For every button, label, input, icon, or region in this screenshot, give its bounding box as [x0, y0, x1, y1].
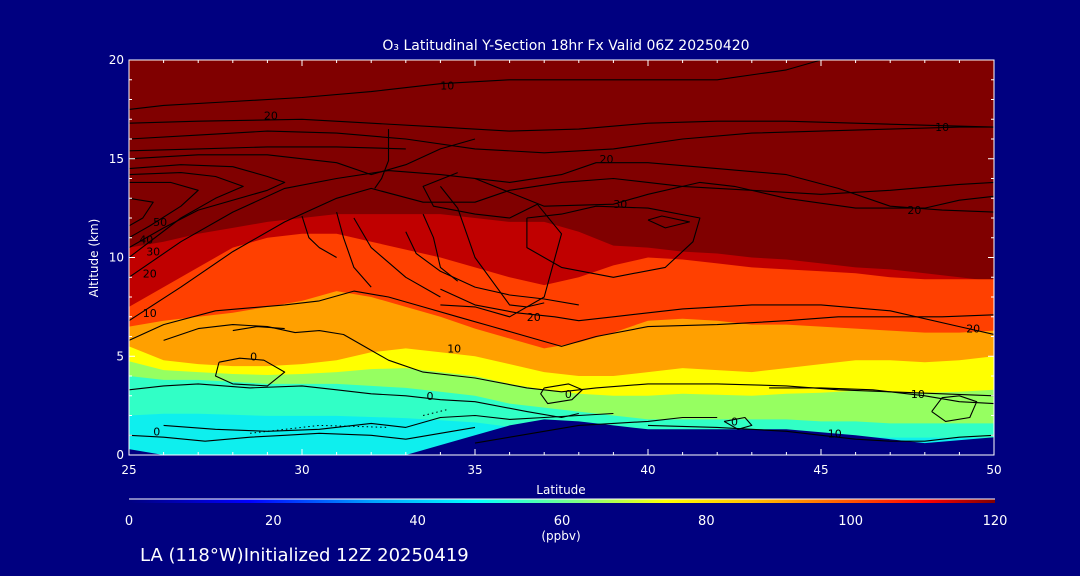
contour-layer	[129, 60, 994, 444]
contour-line-10	[129, 146, 406, 152]
contour-label: 30	[146, 246, 160, 259]
colorbar-tick-label: 20	[265, 514, 282, 529]
contour-label: 0	[250, 350, 257, 363]
colorbar-tick-label: 60	[554, 514, 571, 529]
footer-location: LA (118°W)	[140, 545, 244, 566]
contour-line-0	[163, 324, 994, 397]
footer-caption: LA (118°W)Initialized 12Z 20250419	[140, 545, 469, 566]
x-tick-label: 30	[294, 463, 309, 477]
footer-initialized: Initialized 12Z 20250419	[244, 545, 469, 566]
x-axis-label: Latitude	[536, 483, 585, 497]
contour-label: 20	[527, 311, 541, 324]
contour-line-0	[474, 416, 718, 444]
contour-line-10	[647, 424, 994, 442]
contour-label: 20	[264, 109, 278, 122]
contour-line-10	[405, 231, 579, 306]
contour-line-10	[336, 211, 372, 288]
contour-label: 10	[440, 80, 454, 93]
contour-line-10	[931, 395, 978, 422]
x-tick-label: 35	[467, 463, 482, 477]
contour-line-10	[129, 60, 822, 110]
y-tick-label: 5	[116, 349, 124, 363]
contour-line-20	[422, 172, 563, 318]
contour-label: 10	[143, 307, 157, 320]
x-tick-label: 50	[986, 463, 1001, 477]
contour-label: 20	[966, 323, 980, 336]
ozone-fill-layer	[129, 60, 994, 455]
y-axis: 0 5 10 15 20	[109, 53, 994, 462]
contour-label: 0	[565, 388, 572, 401]
contour-line-dotted	[250, 424, 389, 434]
contour-label: 10	[935, 121, 949, 134]
colorbar-tick-label: 100	[838, 514, 863, 529]
contour-line-20	[440, 288, 994, 336]
contour-line-20	[474, 177, 994, 209]
contour-line-30	[526, 205, 701, 278]
contour-line-20	[374, 129, 390, 189]
contour-line-10	[301, 215, 337, 258]
contour-line-0	[540, 383, 583, 405]
contour-line-20	[129, 162, 994, 278]
contour-line-10	[353, 217, 441, 298]
colorbar-ticks: 0 20 40 60 80 100 120	[125, 514, 1008, 529]
contour-line-10	[232, 326, 285, 332]
y-tick-label: 15	[109, 152, 124, 166]
contour-label: 20	[600, 153, 614, 166]
contour-line-10	[129, 126, 994, 154]
y-tick-label: 10	[109, 251, 124, 265]
colorbar-tick-label: 0	[125, 514, 133, 529]
contour-label: 0	[427, 390, 434, 403]
contour-label: 30	[613, 198, 627, 211]
contour-line-20	[129, 138, 476, 176]
contour-line-10	[769, 387, 994, 405]
y-tick-label: 0	[116, 448, 124, 462]
contour-line-20	[422, 213, 459, 282]
chart-title: O₃ Latitudinal Y-Section 18hr Fx Valid 0…	[382, 38, 749, 54]
terrain-mask	[129, 419, 994, 455]
colorbar: 0 20 40 60 80 100 120 (ppbv)	[125, 498, 1008, 543]
x-tick-label: 25	[121, 463, 136, 477]
colorbar-unit-label: (ppbv)	[541, 529, 580, 543]
colorbar-tick-label: 40	[409, 514, 426, 529]
axes: 25 30 35 40 45 50 0 5 10 15 20 Latitude Altitude …	[87, 53, 1002, 497]
contour-line-0	[723, 416, 753, 430]
x-axis: 25 30 35 40 45 50	[121, 60, 1002, 477]
contour-label: 50	[153, 216, 167, 229]
contour-label: 10	[911, 388, 925, 401]
contour-line-0	[163, 412, 614, 432]
contour-label: 20	[143, 267, 157, 280]
contour-line-20	[439, 186, 545, 308]
contour-label: 0	[153, 425, 160, 438]
contour-label: 0	[731, 415, 738, 428]
contour-line-0	[129, 383, 579, 419]
contour-line-30	[647, 215, 691, 229]
contour-line-0	[214, 357, 286, 387]
contour-line-50	[129, 181, 199, 239]
contour-line-30	[129, 172, 244, 258]
colorbar-tick-label: 80	[698, 514, 715, 529]
contour-line-30	[129, 197, 154, 227]
y-tick-label: 20	[109, 53, 124, 67]
contour-line-20	[129, 118, 994, 132]
x-tick-label: 40	[640, 463, 655, 477]
y-axis-label: Altitude (km)	[87, 219, 101, 298]
contour-label: 10	[447, 342, 461, 355]
contour-label: 40	[139, 234, 153, 247]
contour-label: 20	[907, 204, 921, 217]
contour-line-10	[129, 290, 994, 347]
contour-line-0	[129, 426, 476, 442]
contour-line-10	[129, 177, 994, 322]
x-tick-label: 45	[813, 463, 828, 477]
contour-label: 10	[828, 427, 842, 440]
colorbar-gradient	[129, 499, 995, 503]
colorbar-tick-label: 120	[983, 514, 1008, 529]
